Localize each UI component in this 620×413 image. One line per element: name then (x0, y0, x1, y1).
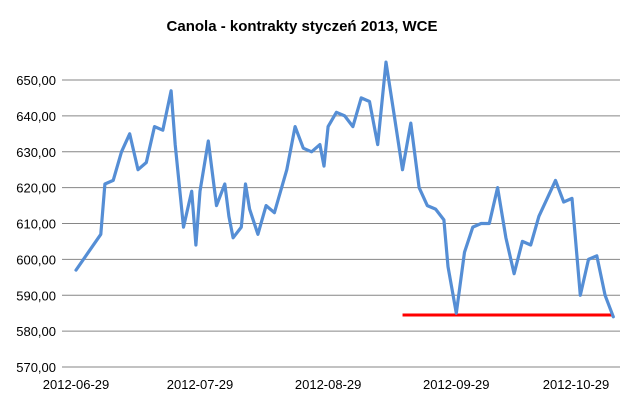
price-series-line (74, 60, 615, 319)
gridlines (62, 79, 620, 332)
y-tick-label: 580,00 (16, 324, 56, 339)
x-tick-label: 2012-08-29 (295, 377, 362, 392)
x-tick-label: 2012-10-29 (543, 377, 610, 392)
y-tick-label: 600,00 (16, 252, 56, 267)
y-tick-label: 650,00 (16, 73, 56, 88)
y-tick-label: 640,00 (16, 109, 56, 124)
x-axis: 2012-06-29 2012-07-29 2012-08-29 2012-09-29… (43, 377, 610, 392)
y-tick-label: 570,00 (16, 360, 56, 375)
plot-area (74, 60, 615, 319)
y-tick-label: 630,00 (16, 145, 56, 160)
chart-title: Canola - kontrakty styczeń 2013, WCE (167, 18, 438, 35)
x-tick-label: 2012-06-29 (43, 377, 110, 392)
x-tick-label: 2012-07-29 (167, 377, 234, 392)
x-tick-label: 2012-09-29 (423, 377, 490, 392)
y-axis: 570,00 580,00 590,00 600,00 610,00 620,00 630,… (16, 73, 56, 375)
y-tick-label: 590,00 (16, 288, 56, 303)
y-tick-label: 620,00 (16, 181, 56, 196)
y-tick-label: 610,00 (16, 217, 56, 232)
